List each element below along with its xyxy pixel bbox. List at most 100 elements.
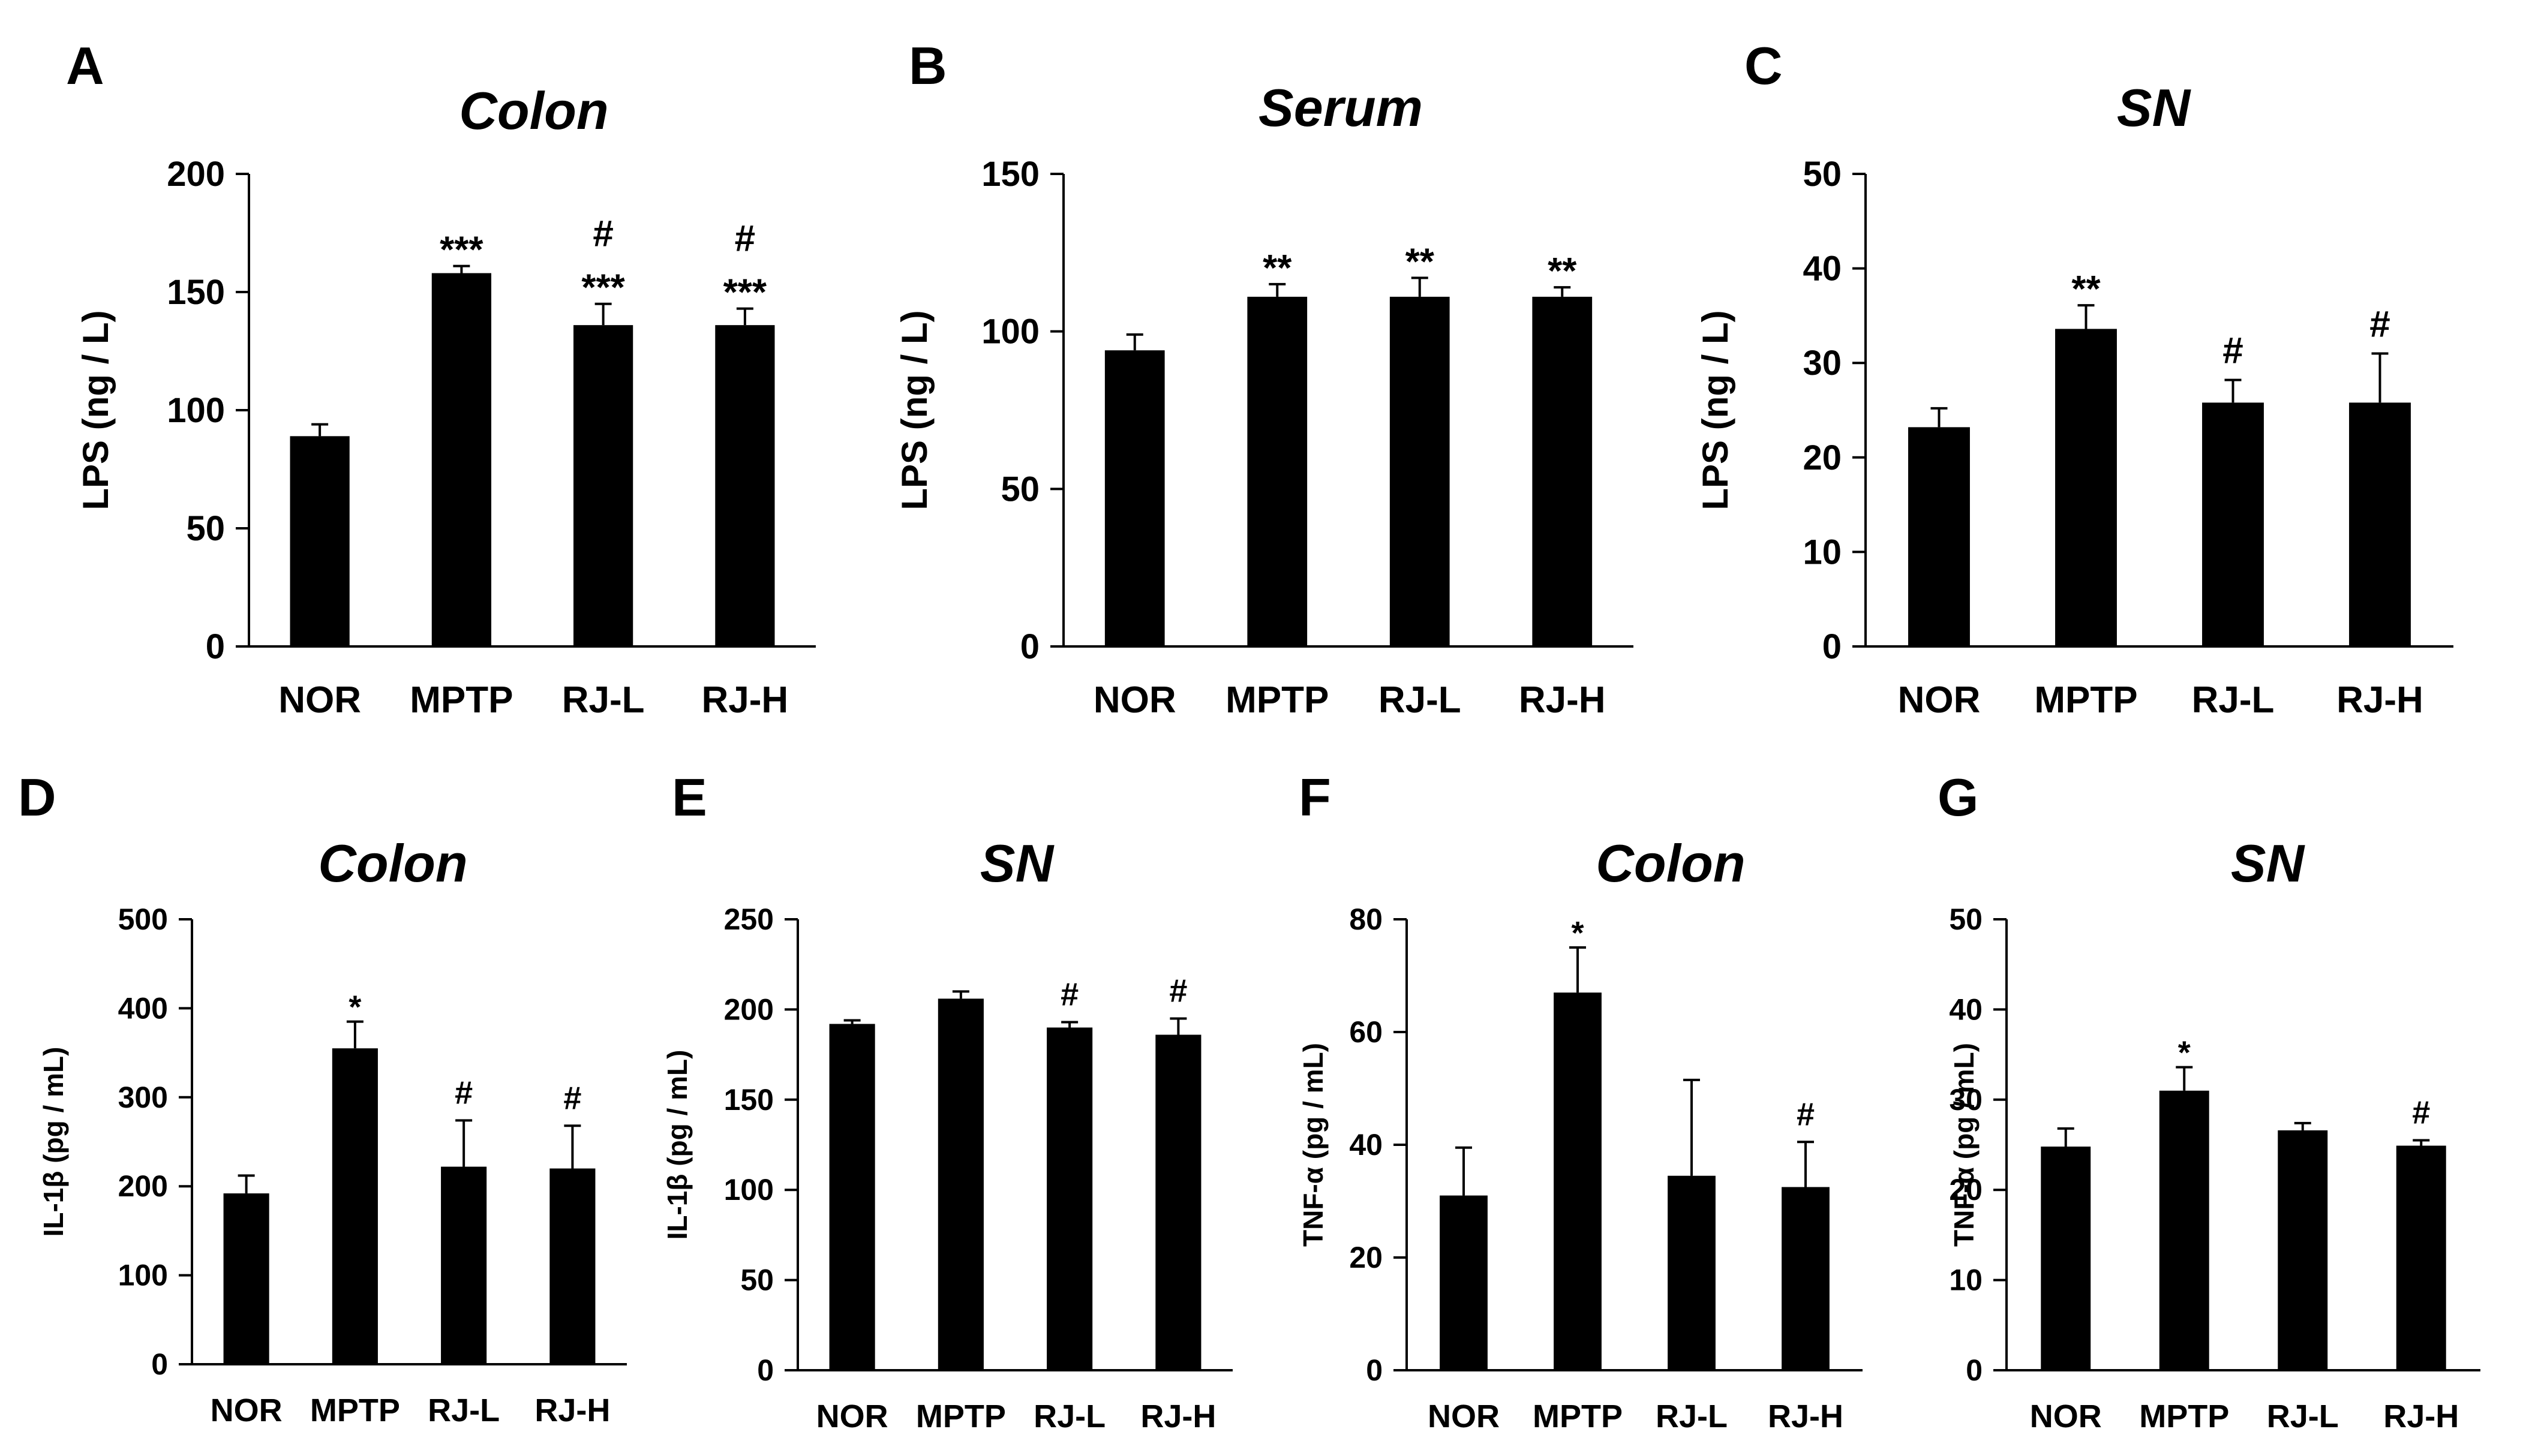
y-tick-label-g: 0 — [1966, 1353, 1983, 1387]
y-axis-label-e: IL-1β (pg / mL) — [662, 1050, 693, 1240]
bar-f-rj-l — [1668, 1175, 1716, 1370]
significance-label-a: *** — [581, 267, 625, 309]
bar-g-nor — [2041, 1147, 2091, 1370]
y-tick-label-f: 80 — [1349, 903, 1383, 936]
x-tick-label-c: NOR — [1898, 679, 1981, 721]
bar-c-mptp — [2055, 329, 2117, 646]
y-tick-label-d: 100 — [118, 1259, 168, 1292]
panel-letter-d: D — [18, 768, 56, 827]
panel-title-d: Colon — [318, 834, 467, 893]
y-tick-label-e: 100 — [724, 1173, 774, 1207]
panel-letter-b: B — [909, 36, 947, 95]
significance-label-d: * — [349, 989, 361, 1025]
significance-label-f: # — [1797, 1096, 1815, 1132]
bar-g-rj-l — [2278, 1130, 2328, 1370]
significance-label-a: # — [735, 218, 755, 260]
y-axis-label-g: TNF-α (pg / mL) — [1948, 1043, 1980, 1247]
significance-label-c: ** — [2071, 269, 2101, 310]
x-tick-label-f: MPTP — [1533, 1398, 1623, 1434]
y-tick-label-g: 50 — [1949, 903, 1983, 936]
y-axis-label-d: IL-1β (pg / mL) — [38, 1047, 69, 1237]
bar-b-rj-h — [1532, 296, 1593, 646]
y-tick-label-c: 0 — [1822, 627, 1842, 666]
bar-g-mptp — [2159, 1090, 2209, 1370]
y-tick-label-b: 50 — [1001, 470, 1040, 509]
y-tick-label-c: 10 — [1803, 533, 1842, 571]
bar-g-rj-h — [2396, 1145, 2446, 1370]
x-tick-label-d: RJ-H — [534, 1392, 610, 1428]
y-tick-label-a: 50 — [186, 509, 225, 548]
x-tick-label-g: RJ-L — [2267, 1398, 2339, 1434]
significance-label-a: *** — [440, 230, 483, 271]
bar-d-rj-l — [441, 1166, 487, 1364]
bar-d-mptp — [332, 1048, 378, 1364]
y-tick-label-b: 150 — [981, 155, 1040, 194]
x-tick-label-b: NOR — [1094, 679, 1176, 721]
x-tick-label-a: RJ-L — [562, 679, 645, 721]
x-tick-label-a: NOR — [278, 679, 361, 721]
bar-f-mptp — [1554, 992, 1602, 1370]
significance-label-d: # — [455, 1075, 473, 1111]
y-axis-label-b: LPS (ng / L) — [894, 310, 935, 510]
x-tick-label-e: NOR — [816, 1398, 888, 1434]
x-tick-label-g: RJ-H — [2383, 1398, 2459, 1434]
y-tick-label-d: 300 — [118, 1081, 168, 1114]
y-tick-label-e: 200 — [724, 992, 774, 1026]
y-tick-label-d: 400 — [118, 991, 168, 1025]
bar-e-rj-l — [1047, 1027, 1093, 1370]
significance-label-d: # — [563, 1080, 581, 1116]
x-tick-label-b: RJ-L — [1378, 679, 1461, 721]
y-tick-label-d: 200 — [118, 1169, 168, 1203]
significance-label-e: # — [1169, 973, 1187, 1009]
bar-b-rj-l — [1389, 296, 1450, 646]
significance-label-a: # — [593, 213, 613, 255]
bar-a-mptp — [431, 273, 491, 647]
y-tick-label-d: 0 — [151, 1347, 168, 1381]
y-tick-label-e: 50 — [740, 1264, 774, 1297]
y-axis-label-c: LPS (ng / L) — [1695, 310, 1735, 510]
significance-label-g: # — [2412, 1094, 2430, 1130]
x-tick-label-b: MPTP — [1226, 679, 1329, 721]
y-tick-label-f: 60 — [1349, 1015, 1383, 1049]
y-tick-label-g: 30 — [1949, 1083, 1983, 1117]
panel-letter-c: C — [1744, 36, 1783, 95]
significance-label-a: *** — [723, 272, 767, 314]
x-tick-label-c: MPTP — [2034, 679, 2137, 721]
x-tick-label-f: RJ-L — [1656, 1398, 1728, 1434]
bar-f-rj-h — [1782, 1187, 1830, 1370]
y-tick-label-d: 500 — [118, 903, 168, 936]
y-tick-label-c: 20 — [1803, 438, 1842, 477]
panel-letter-e: E — [672, 768, 707, 827]
bar-c-nor — [1908, 427, 1970, 646]
bar-c-rj-h — [2349, 402, 2411, 646]
significance-label-f: * — [1571, 915, 1584, 951]
y-tick-label-a: 0 — [206, 627, 225, 666]
panel-title-c: SN — [2117, 78, 2192, 137]
bar-b-mptp — [1247, 296, 1308, 646]
x-tick-label-f: NOR — [1428, 1398, 1500, 1434]
panel-title-f: Colon — [1596, 834, 1745, 893]
y-tick-label-c: 50 — [1803, 155, 1842, 194]
x-tick-label-f: RJ-H — [1768, 1398, 1843, 1434]
panel-letter-a: A — [66, 36, 104, 95]
y-tick-label-e: 150 — [724, 1083, 774, 1117]
bar-e-rj-h — [1155, 1034, 1202, 1370]
y-tick-label-a: 200 — [167, 155, 225, 194]
bar-a-nor — [290, 436, 350, 646]
panel-letter-f: F — [1299, 768, 1331, 827]
y-tick-label-a: 150 — [167, 273, 225, 312]
x-tick-label-c: RJ-H — [2336, 679, 2423, 721]
bar-d-rj-h — [549, 1168, 596, 1364]
bar-b-nor — [1104, 350, 1165, 646]
y-axis-label-f: TNF-α (pg / mL) — [1297, 1043, 1329, 1247]
bar-c-rj-l — [2202, 402, 2264, 646]
bar-d-nor — [223, 1193, 269, 1364]
panel-letter-g: G — [1938, 768, 1978, 827]
bar-e-mptp — [938, 998, 984, 1370]
significance-label-b: ** — [1548, 251, 1577, 292]
y-tick-label-g: 40 — [1949, 992, 1983, 1026]
significance-label-b: ** — [1263, 248, 1292, 289]
panel-title-a: Colon — [459, 81, 608, 140]
y-tick-label-g: 20 — [1949, 1173, 1983, 1207]
